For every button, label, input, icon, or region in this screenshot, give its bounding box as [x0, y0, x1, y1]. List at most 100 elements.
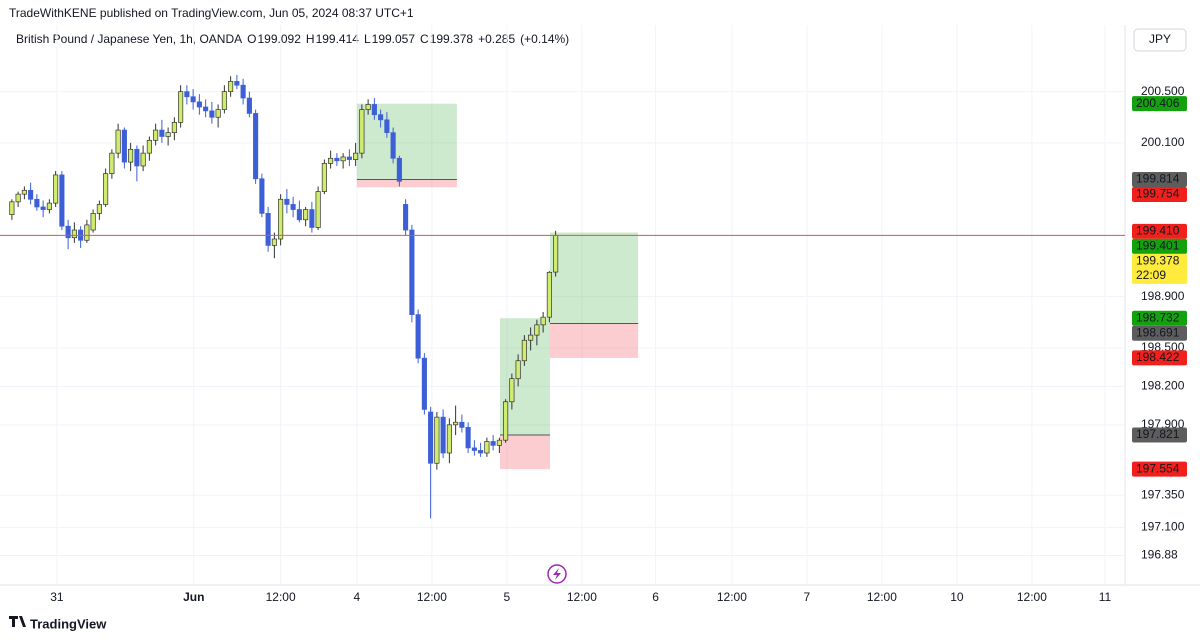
candle-body [253, 113, 259, 180]
candle-body [109, 152, 115, 174]
candle-body [515, 360, 521, 380]
candle-body [196, 101, 202, 108]
candle-body [471, 447, 477, 451]
candle-body [271, 238, 277, 246]
ohlc-key: H [306, 32, 315, 46]
currency[interactable]: JPY [1149, 32, 1171, 46]
ohlc-value: 199.057 [372, 32, 416, 46]
x-tick-label: 12:00 [867, 590, 897, 604]
candle-body [353, 152, 359, 160]
price-tag [1132, 461, 1187, 477]
price-tag [1132, 187, 1187, 203]
candle-body [171, 122, 177, 133]
candle-body [65, 225, 71, 239]
candle-body [378, 114, 384, 121]
candle-body [490, 441, 496, 446]
candle-body [146, 139, 152, 154]
price-tag-label: 200.406 [1136, 96, 1180, 110]
price-tag [1132, 238, 1187, 254]
x-tick-label: 5 [504, 590, 511, 604]
instrument-title: British Pound / Japanese Yen, 1h, OANDA [16, 32, 242, 46]
ohlc-key: O [247, 32, 256, 46]
profit-zone [500, 318, 550, 435]
candle-body [503, 401, 509, 441]
candle-body [265, 213, 271, 246]
candle-body [415, 314, 421, 359]
candle-body [178, 91, 184, 123]
price-tag [1132, 96, 1187, 112]
price-tag-label: 198.732 [1136, 310, 1180, 324]
brand: TradingView [30, 616, 107, 631]
candle-body [209, 110, 215, 118]
candle-body [478, 450, 484, 454]
x-tick-label: 12:00 [567, 590, 597, 604]
brand-logo [9, 616, 26, 627]
candle-body [103, 173, 109, 205]
candle-body [459, 421, 465, 428]
currency-button[interactable] [1133, 28, 1187, 52]
candle-body [534, 324, 540, 336]
candle-body [390, 132, 396, 159]
candle-body [53, 174, 59, 204]
candle-body [434, 416, 440, 464]
y-tick-label: 198.900 [1141, 289, 1185, 303]
candle-body [59, 174, 65, 227]
ohlc-key: C [420, 32, 429, 46]
loss-zone [500, 434, 550, 470]
candle-body [453, 421, 459, 426]
candle-body [190, 96, 196, 103]
candle-body [521, 339, 527, 362]
event-bolt [553, 568, 561, 580]
ohlc-key: L [364, 32, 371, 46]
candle-body [259, 178, 265, 214]
candle-body [509, 378, 515, 403]
y-tick-label: 198.200 [1141, 379, 1185, 393]
candle-body [365, 104, 371, 110]
x-tick-label: 11 [1099, 590, 1112, 604]
candle-body [46, 202, 52, 210]
candle-body [34, 198, 40, 208]
x-tick-label: 4 [354, 590, 361, 604]
candle-body [153, 129, 159, 141]
published-line: TradeWithKENE published on TradingView.c… [9, 6, 414, 20]
price-tag [1132, 310, 1187, 326]
price-tag-label: 199.814 [1136, 172, 1180, 186]
price-tag-label: 198.422 [1136, 350, 1180, 364]
price-tag-label: 199.378 [1136, 253, 1180, 267]
x-tick-label: 31 [50, 590, 64, 604]
candle-body [409, 229, 415, 315]
y-tick-label: 196.88 [1141, 548, 1178, 562]
candle-body [228, 81, 234, 92]
candle-body [128, 148, 134, 163]
candle-body [234, 81, 240, 86]
y-tick-label: 200.500 [1141, 84, 1185, 98]
y-tick-label: 197.100 [1141, 520, 1185, 534]
ohlc-value: 199.378 [430, 32, 474, 46]
loss-zone [356, 179, 457, 188]
change: +0.285 [478, 32, 515, 46]
candle-body [346, 156, 352, 160]
candle-body [403, 204, 409, 231]
instrument-header: British Pound / Japanese Yen, 1h, OANDA O… [16, 32, 569, 46]
price-tag [1132, 325, 1187, 341]
candle-body [290, 204, 296, 210]
candle-body [465, 427, 471, 449]
candle-body [215, 109, 221, 118]
candle-body [184, 91, 190, 98]
candle-body [203, 106, 209, 112]
candle-body [71, 229, 77, 239]
x-tick-label: 10 [950, 590, 964, 604]
candle-body [296, 209, 302, 221]
candle-body [140, 152, 146, 167]
candle-body [9, 201, 15, 216]
price-tag [1132, 350, 1187, 366]
x-tick-label: 6 [652, 590, 659, 604]
candle-body [84, 224, 90, 241]
candle-body [121, 129, 127, 163]
ohlc-value: 199.414 [316, 32, 360, 46]
price-tag-label: 199.410 [1136, 223, 1180, 237]
candle-body [384, 119, 390, 133]
change-pct: (+0.14%) [520, 32, 569, 46]
x-tick-label: 12:00 [266, 590, 296, 604]
